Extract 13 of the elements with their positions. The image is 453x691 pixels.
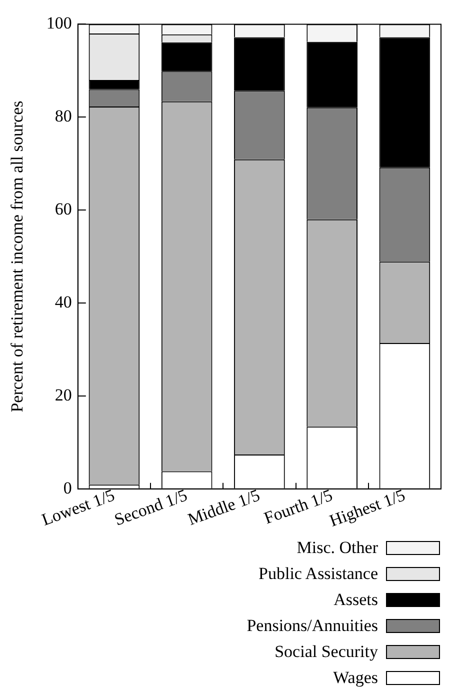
y-axis-title: Percent of retirement income from all sources bbox=[8, 100, 27, 412]
legend-label: Misc. Other bbox=[296, 538, 378, 558]
y-tick-label: 60 bbox=[54, 200, 72, 219]
y-tick-label: 40 bbox=[54, 292, 72, 312]
y-tick-label: 80 bbox=[54, 106, 72, 126]
y-tick-label: 0 bbox=[63, 478, 72, 498]
legend-label: Public Assistance bbox=[258, 564, 378, 584]
y-tick-label: 100 bbox=[46, 14, 72, 33]
legend-label: Pensions/Annuities bbox=[246, 616, 378, 636]
legend-label: Wages bbox=[333, 668, 378, 688]
legend-label: Assets bbox=[334, 590, 378, 610]
legend-label: Social Security bbox=[274, 642, 378, 662]
y-tick-label: 20 bbox=[54, 385, 72, 404]
